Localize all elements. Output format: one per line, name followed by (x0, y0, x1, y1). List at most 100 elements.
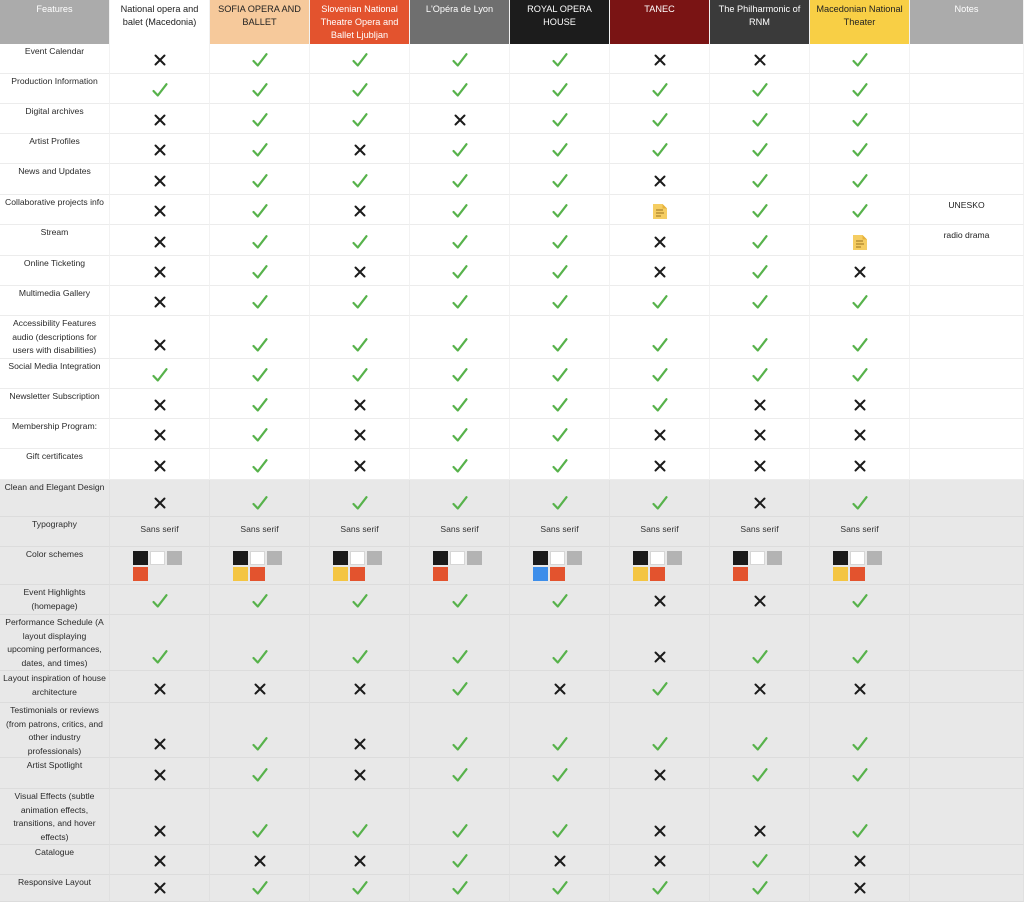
check-icon (410, 419, 510, 449)
check-icon (410, 74, 510, 104)
cross-icon (110, 758, 210, 789)
check-icon (810, 480, 910, 517)
cross-icon (310, 389, 410, 419)
note-icon (810, 225, 910, 256)
cross-icon (110, 44, 210, 74)
header-sng: Slovenian National Theatre Opera and Bal… (310, 0, 410, 44)
swatch-grey (466, 551, 482, 565)
check-icon (810, 789, 910, 845)
swatch-yellow (332, 567, 348, 581)
swatch-black (732, 551, 748, 565)
feature-label: Responsive Layout (0, 875, 110, 902)
check-icon (210, 134, 310, 164)
cross-icon (310, 449, 410, 480)
check-icon (610, 74, 710, 104)
check-icon (210, 703, 310, 758)
cross-icon (810, 419, 910, 449)
swatch-grey (766, 551, 782, 565)
check-icon (310, 44, 410, 74)
cross-icon (610, 758, 710, 789)
note-cell (910, 703, 1024, 758)
check-icon (810, 359, 910, 389)
check-icon (710, 875, 810, 902)
check-icon (310, 615, 410, 671)
swatch-red (732, 567, 748, 581)
cross-icon (610, 449, 710, 480)
check-icon (410, 286, 510, 316)
check-icon (710, 703, 810, 758)
check-icon (710, 256, 810, 286)
check-icon (410, 359, 510, 389)
check-icon (210, 44, 310, 74)
swatch-red (849, 567, 865, 581)
cross-icon (310, 703, 410, 758)
check-icon (510, 585, 610, 615)
cross-icon (610, 419, 710, 449)
cross-icon (310, 758, 410, 789)
swatch-black (132, 551, 148, 565)
cross-icon (810, 671, 910, 703)
check-icon (510, 134, 610, 164)
check-icon (710, 195, 810, 225)
feature-label: Social Media Integration (0, 359, 110, 389)
check-icon (710, 359, 810, 389)
cross-icon (810, 256, 910, 286)
check-icon (710, 316, 810, 359)
cross-icon (310, 419, 410, 449)
check-icon (410, 316, 510, 359)
cross-icon (110, 703, 210, 758)
check-icon (610, 389, 710, 419)
cross-icon (110, 789, 210, 845)
cross-icon (710, 389, 810, 419)
cross-icon (710, 789, 810, 845)
note-cell (910, 547, 1024, 585)
cross-icon (610, 845, 710, 875)
check-icon (510, 104, 610, 134)
feature-label: Catalogue (0, 845, 110, 875)
check-icon (710, 134, 810, 164)
check-icon (110, 74, 210, 104)
feature-label: Stream (0, 225, 110, 256)
check-icon (110, 359, 210, 389)
check-icon (310, 104, 410, 134)
cross-icon (310, 134, 410, 164)
note-icon (610, 195, 710, 225)
check-icon (810, 195, 910, 225)
check-icon (210, 789, 310, 845)
cross-icon (110, 845, 210, 875)
note-cell (910, 419, 1024, 449)
cross-icon (110, 316, 210, 359)
note-cell (910, 389, 1024, 419)
check-icon (610, 134, 710, 164)
check-icon (210, 875, 310, 902)
swatch-red (649, 567, 665, 581)
feature-label: Performance Schedule (A layout displayin… (0, 615, 110, 671)
check-icon (210, 225, 310, 256)
check-icon (410, 480, 510, 517)
check-icon (710, 164, 810, 195)
color-scheme-cell (810, 547, 910, 585)
check-icon (410, 585, 510, 615)
check-icon (810, 104, 910, 134)
cross-icon (110, 480, 210, 517)
cross-icon (110, 256, 210, 286)
feature-label: Visual Effects (subtle animation effects… (0, 789, 110, 845)
color-scheme-cell (610, 547, 710, 585)
typography-value: Sans serif (310, 517, 410, 547)
cross-icon (110, 286, 210, 316)
check-icon (510, 449, 610, 480)
check-icon (710, 758, 810, 789)
check-icon (410, 789, 510, 845)
header-notes: Notes (910, 0, 1024, 44)
swatch-black (332, 551, 348, 565)
cross-icon (710, 480, 810, 517)
swatch-yellow (632, 567, 648, 581)
check-icon (210, 389, 310, 419)
typography-value: Sans serif (710, 517, 810, 547)
check-icon (210, 585, 310, 615)
cross-icon (110, 134, 210, 164)
check-icon (210, 286, 310, 316)
check-icon (210, 359, 310, 389)
check-icon (610, 875, 710, 902)
note-cell: UNESKO (910, 195, 1024, 225)
